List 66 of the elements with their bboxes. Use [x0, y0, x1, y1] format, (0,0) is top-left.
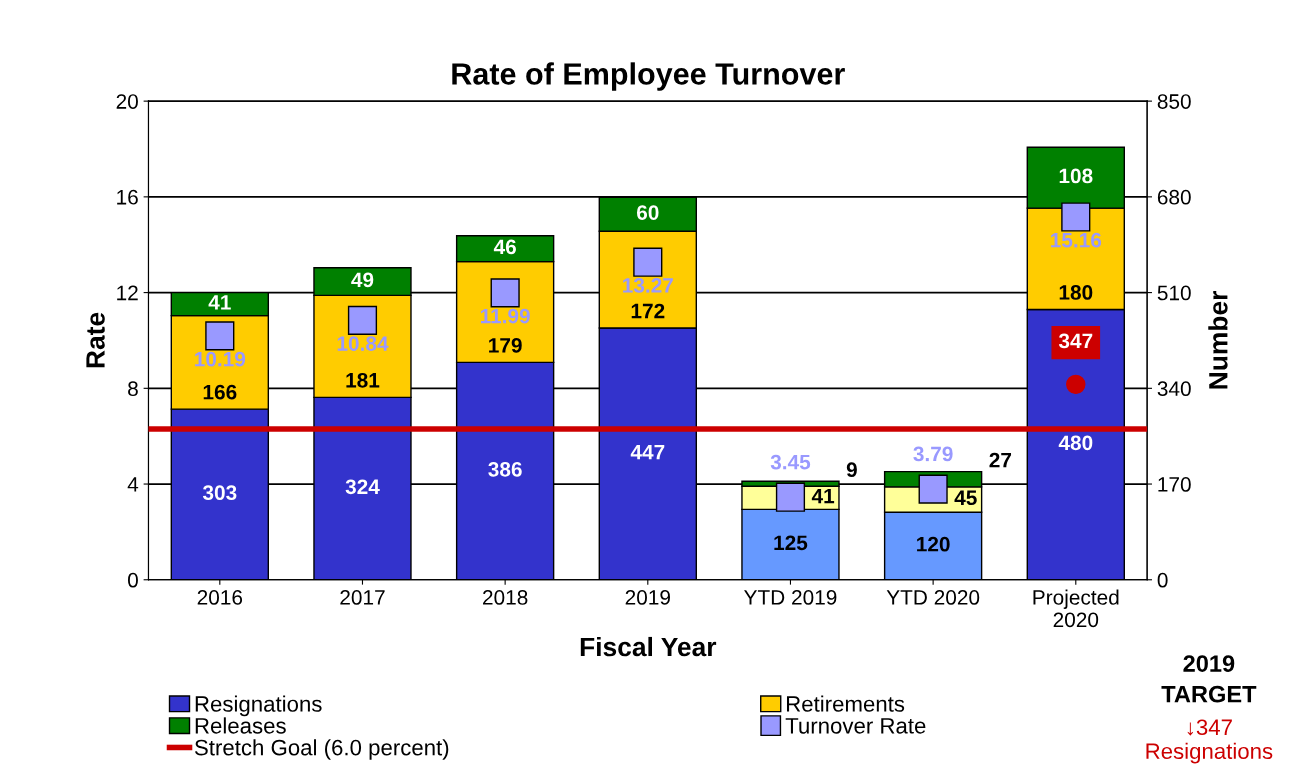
y-tick-label: 12 [117, 285, 138, 301]
legend-label: Turnover Rate [785, 718, 926, 734]
data-label: 3.79 [913, 446, 953, 462]
y2-tick-label: 170 [1158, 477, 1191, 492]
data-label: 15.16 [1051, 232, 1102, 248]
data-label: 324 [345, 479, 380, 495]
x-tick-label: YTD 2020 [886, 590, 980, 605]
y2-tick-label: 850 [1157, 94, 1191, 109]
x-tick-label: 2018 [483, 590, 528, 605]
y-axis-title: Rate [86, 312, 105, 368]
data-label: 166 [203, 384, 237, 400]
data-label: 10.84 [337, 336, 389, 351]
y2-tick-label: 340 [1157, 381, 1191, 397]
x-axis-title: Fiscal Year [580, 636, 717, 657]
data-label: 3.45 [770, 454, 811, 470]
point [205, 321, 235, 351]
data-label: 41 [811, 488, 835, 504]
data-label: 9 [846, 462, 857, 478]
data-label: 108 [1059, 168, 1093, 184]
data-label: 179 [489, 337, 522, 353]
x-tick-label: Projected 2020 [1033, 589, 1119, 628]
data-label: 60 [636, 205, 659, 220]
data-label: 347 [1058, 333, 1093, 349]
data-label: 447 [630, 444, 665, 460]
x-tick-label: YTD 2019 [744, 590, 837, 605]
x-tick-label: 2016 [197, 590, 243, 605]
data-label: 181 [346, 372, 380, 388]
data-label: 10.19 [195, 351, 246, 367]
y2-tick-label: 510 [1157, 285, 1191, 301]
y-tick-label: 4 [127, 477, 139, 492]
data-label: 11.99 [480, 308, 530, 324]
data-label: 180 [1059, 285, 1093, 300]
y-tick-label: 16 [117, 189, 138, 205]
point [490, 278, 520, 308]
y2-tick-label: 680 [1157, 189, 1191, 205]
y-tick-label: 8 [128, 381, 138, 397]
legend-label: Stretch Goal (6.0 percent) [194, 739, 449, 760]
data-label: 125 [774, 535, 808, 551]
y-tick-label: 0 [127, 572, 138, 588]
data-label: 120 [917, 536, 950, 552]
point [347, 305, 378, 335]
legend-label: Resignations [195, 695, 322, 717]
y2-tick-label: 0 [1157, 572, 1168, 588]
x-tick-label: 2019 [625, 590, 670, 605]
chart-title: Rate of Employee Turnover [452, 62, 845, 91]
data-label: 13.27 [623, 278, 673, 293]
point [1061, 202, 1091, 232]
y2-axis-title: Number [1208, 291, 1228, 389]
text: 2019 TARGET [1161, 655, 1257, 703]
point [633, 247, 663, 277]
legend-label: Retirements [786, 695, 905, 712]
data-label: 386 [488, 461, 522, 477]
x-tick-label: 2017 [340, 590, 385, 605]
y-tick-label: 20 [116, 94, 138, 109]
legend-label: Releases [195, 717, 286, 734]
data-label: 46 [493, 239, 516, 255]
point [918, 474, 948, 504]
data-label: 480 [1058, 435, 1093, 451]
data-label: 41 [208, 295, 231, 310]
data-label: 303 [202, 485, 237, 501]
point [775, 482, 806, 512]
data-label: 45 [954, 490, 977, 506]
data-label: 49 [351, 272, 374, 288]
data-label: 27 [989, 452, 1012, 468]
text: ↓347 Resignations [1146, 719, 1273, 764]
data-label: 172 [631, 303, 665, 319]
